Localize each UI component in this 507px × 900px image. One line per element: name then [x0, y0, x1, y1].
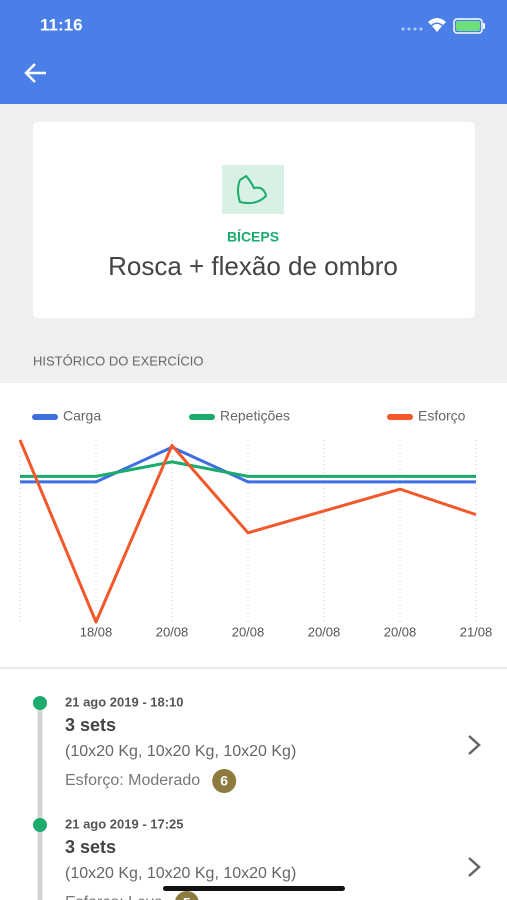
exercise-title: Rosca + flexão de ombro [108, 251, 398, 281]
entry-chevron[interactable] [468, 857, 481, 877]
x-tick-label: 20/08 [232, 624, 265, 639]
x-tick-label: 21/08 [460, 624, 493, 639]
section-title: HISTÓRICO DO EXERCÍCIO [33, 353, 203, 368]
series-line [20, 445, 476, 484]
chart-panel [0, 383, 507, 668]
home-indicator [163, 886, 345, 891]
series-line [20, 460, 476, 478]
legend-label: Esforço [418, 408, 466, 424]
entry-date: 21 ago 2019 - 18:10 [65, 694, 184, 709]
x-tick-label: 18/08 [80, 624, 113, 639]
entry-detail: (10x20 Kg, 10x20 Kg, 10x20 Kg) [65, 743, 296, 760]
effort-badge [212, 769, 237, 793]
entry-date: 21 ago 2019 - 17:25 [65, 816, 184, 831]
history-panel [0, 669, 507, 900]
effort-badge-value: 6 [220, 773, 228, 789]
timeline-dot [33, 818, 47, 832]
back-button[interactable] [24, 63, 46, 83]
entry-detail: (10x20 Kg, 10x20 Kg, 10x20 Kg) [65, 865, 296, 882]
legend-label: Repetições [220, 408, 290, 424]
x-tick-label: 20/08 [308, 624, 341, 639]
entry-effort: Esforço: Leve [65, 894, 163, 900]
series-line [18, 439, 477, 624]
x-tick-label: 20/08 [156, 624, 189, 639]
app-bar [0, 0, 507, 104]
exercise-card [33, 122, 475, 318]
time: 11:16 [40, 15, 83, 34]
status-icons [401, 18, 485, 34]
effort-badge-value: 5 [183, 895, 191, 900]
category: BÍCEPS [227, 229, 279, 245]
legend-label: Carga [63, 408, 101, 424]
entry-sets: 3 sets [65, 837, 116, 857]
entry-effort: Esforço: Moderado [65, 772, 200, 789]
timeline-dot [33, 696, 47, 710]
entry-chevron[interactable] [468, 735, 481, 755]
x-tick-label: 20/08 [384, 624, 417, 639]
entry-sets: 3 sets [65, 715, 116, 735]
muscle-icon-box [222, 165, 284, 214]
muscle-icon [237, 174, 268, 205]
effort-badge [175, 891, 199, 900]
